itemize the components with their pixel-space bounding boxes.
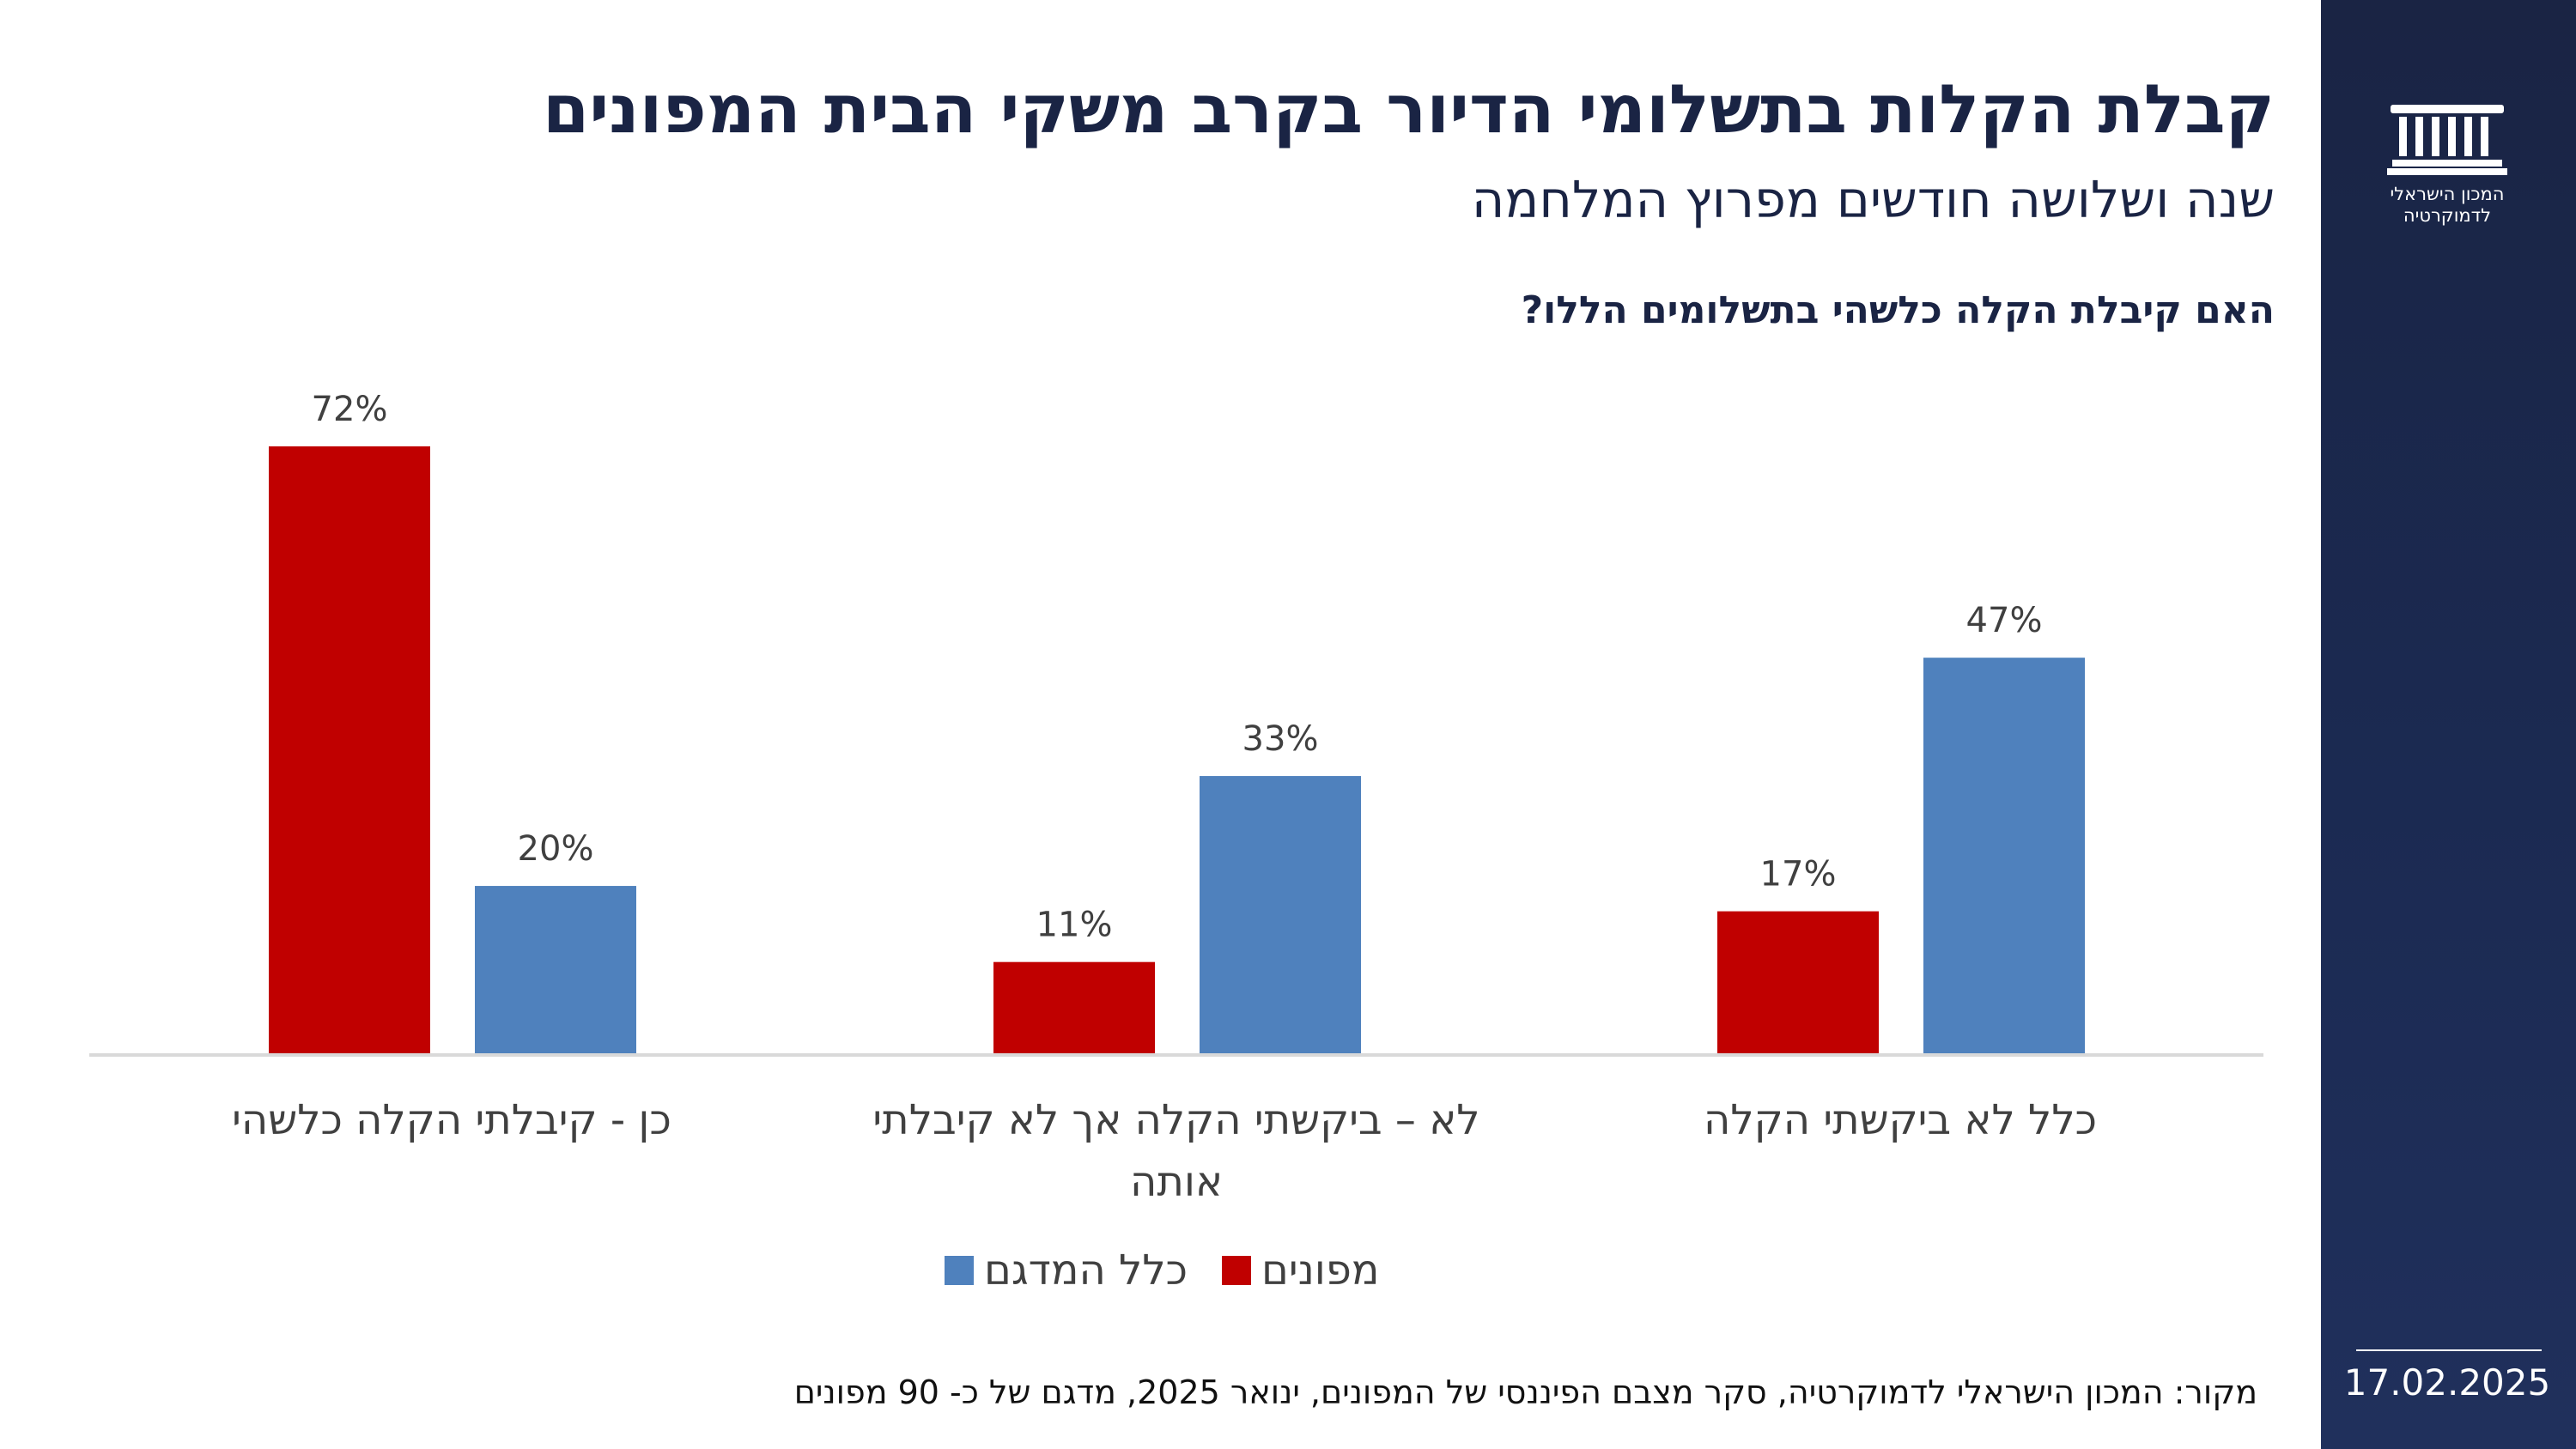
bar-chart: 72% 20% 11% 33% 17% 47% כן - קיבלתי הקלה כלשה… bbox=[89, 390, 2263, 1206]
legend-item-full-sample: כלל המדגם bbox=[945, 1246, 1188, 1294]
side-panel bbox=[2321, 0, 2576, 1449]
data-label-evacuees-2: 11% bbox=[1036, 906, 1113, 945]
date-divider bbox=[2356, 1349, 2542, 1351]
bar-evacuees-1 bbox=[269, 446, 430, 1055]
publication-date: 17.02.2025 bbox=[2343, 1361, 2551, 1404]
data-label-full-sample-2: 33% bbox=[1242, 719, 1319, 759]
logo-text-line2: לדמוקרטיה bbox=[2403, 205, 2492, 226]
data-label-evacuees-1: 72% bbox=[312, 390, 388, 429]
legend-label-full-sample: כלל המדגם bbox=[984, 1246, 1188, 1294]
bar-evacuees-3 bbox=[1717, 911, 1879, 1055]
bar-full-sample-2 bbox=[1200, 776, 1361, 1055]
legend-item-evacuees: מפונים bbox=[1222, 1246, 1379, 1294]
page-title: קבלת הקלות בתשלומי הדיור בקרב משקי הבית … bbox=[543, 71, 2275, 149]
legend-swatch-full-sample bbox=[945, 1256, 974, 1285]
bar-evacuees-2 bbox=[993, 961, 1155, 1055]
bars-group bbox=[269, 446, 2085, 1055]
category-label-3: כלל לא ביקשתי הקלה bbox=[1704, 1096, 2097, 1144]
page-subtitle: שנה ושלושה חודשים מפרוץ המלחמה bbox=[1471, 170, 2275, 229]
legend-label-evacuees: מפונים bbox=[1261, 1246, 1380, 1294]
logo-text-line1: המכון הישראלי bbox=[2390, 184, 2505, 204]
value-labels-group: 72% 20% 11% 33% 17% 47% bbox=[312, 390, 2043, 945]
category-labels-group: כן - קיבלתי הקלה כלשהי לא – ביקשתי הקלה א… bbox=[232, 1096, 2097, 1206]
data-label-full-sample-3: 47% bbox=[1966, 601, 2043, 640]
category-label-2-line-1: לא – ביקשתי הקלה אך לא קיבלתי bbox=[872, 1096, 1479, 1144]
source-note: מקור: המכון הישראלי לדמוקרטיה, סקר מצבם … bbox=[793, 1373, 2257, 1411]
institute-logo: המכון הישראלי לדמוקרטיה bbox=[2383, 105, 2512, 242]
data-label-full-sample-1: 20% bbox=[518, 829, 594, 869]
data-label-evacuees-3: 17% bbox=[1760, 855, 1837, 894]
category-label-2-line-2: אותה bbox=[1130, 1158, 1223, 1206]
category-label-1: כן - קיבלתי הקלה כלשהי bbox=[232, 1096, 671, 1144]
bar-full-sample-1 bbox=[475, 886, 636, 1055]
chart-legend: כלל המדגם מפונים bbox=[945, 1245, 1379, 1296]
building-columns-icon bbox=[2387, 105, 2507, 175]
bar-full-sample-3 bbox=[1923, 658, 2085, 1055]
chart-question: האם קיבלת הקלה כלשהי בתשלומים הללו? bbox=[1521, 288, 2275, 332]
logo-text: המכון הישראלי לדמוקרטיה bbox=[2383, 184, 2512, 227]
legend-swatch-evacuees bbox=[1222, 1256, 1251, 1285]
